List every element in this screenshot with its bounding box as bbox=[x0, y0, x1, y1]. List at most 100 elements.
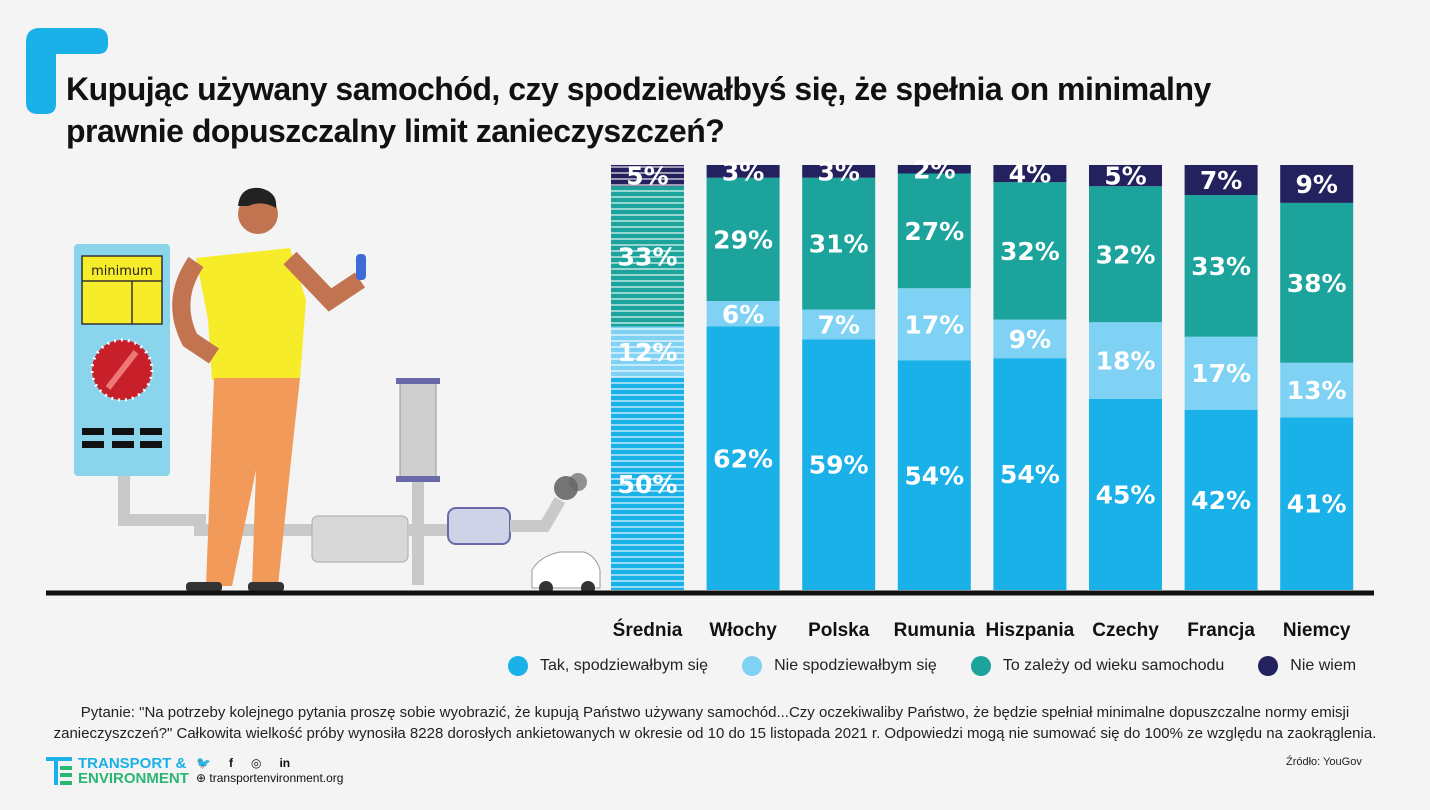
data-label: 3% bbox=[722, 157, 764, 186]
corner-accent bbox=[26, 28, 108, 114]
legend-label: To zależy od wieku samochodu bbox=[1002, 657, 1225, 674]
car-illustration bbox=[531, 551, 601, 595]
data-label: 41% bbox=[1287, 490, 1347, 519]
bar-segment bbox=[1089, 322, 1162, 399]
data-label: 54% bbox=[1000, 460, 1060, 489]
bar-segment bbox=[897, 360, 971, 590]
data-label: 5% bbox=[1104, 162, 1146, 191]
data-label: 33% bbox=[1191, 252, 1251, 281]
question-note: Pytanie: "Na potrzeby kolejnego pytania … bbox=[40, 702, 1390, 744]
bar-segment bbox=[1089, 398, 1162, 590]
data-label: 18% bbox=[1096, 347, 1156, 376]
category-label: Hiszpania bbox=[986, 620, 1075, 641]
emission-meter-illustration: minimum bbox=[74, 244, 320, 536]
bar-segment bbox=[1089, 165, 1162, 187]
bar-segment bbox=[993, 182, 1067, 320]
legend: Tak, spodziewałbym się Nie spodziewałbym… bbox=[508, 656, 1390, 676]
data-label: 29% bbox=[713, 225, 773, 254]
bar-segment-stripes bbox=[611, 165, 684, 187]
bar-segment bbox=[1280, 417, 1354, 590]
data-label: 50% bbox=[618, 470, 678, 499]
globe-icon: ⊕ bbox=[196, 771, 207, 785]
exhaust-pipe-illustration bbox=[311, 378, 587, 585]
data-label: 42% bbox=[1191, 486, 1251, 515]
bar-segment bbox=[897, 165, 971, 174]
logo-text: ENVIRONMENT bbox=[78, 770, 189, 787]
bar-segment-stripes bbox=[611, 186, 684, 327]
data-label: 6% bbox=[722, 300, 764, 329]
bar-segment bbox=[1184, 165, 1258, 196]
legend-item-zalezy: To zależy od wieku samochodu bbox=[970, 656, 1225, 676]
category-label: Czechy bbox=[1092, 620, 1159, 641]
legend-swatch bbox=[970, 656, 991, 676]
logo-text: TRANSPORT & bbox=[78, 755, 187, 772]
bar-segment bbox=[706, 165, 780, 178]
note-line: zanieczyszczeń?" Całkowita wielkość prób… bbox=[53, 725, 1377, 742]
legend-swatch bbox=[1258, 656, 1279, 676]
legend-item-tak: Tak, spodziewałbym się bbox=[508, 656, 708, 676]
legend-item-nie-wiem: Nie wiem bbox=[1258, 656, 1356, 676]
bar-segment-stripes bbox=[611, 326, 684, 378]
facebook-icon[interactable]: f bbox=[228, 756, 233, 770]
data-label: 2% bbox=[913, 155, 955, 184]
bar-segment bbox=[1089, 186, 1162, 323]
data-label: 27% bbox=[904, 217, 964, 246]
category-label: Rumunia bbox=[894, 620, 976, 641]
website-link[interactable]: ⊕ transportenvironment.org bbox=[196, 771, 343, 785]
bar-segment bbox=[802, 339, 876, 590]
twitter-icon[interactable]: 🐦 bbox=[196, 756, 211, 770]
bar-segment bbox=[1280, 165, 1354, 203]
data-label: 7% bbox=[817, 310, 859, 339]
data-label: 31% bbox=[809, 230, 869, 259]
te-logo: TRANSPORT & ENVIRONMENT bbox=[46, 756, 189, 786]
bar-segment-stripes bbox=[611, 377, 684, 590]
data-label: 38% bbox=[1287, 269, 1347, 298]
category-label: Włochy bbox=[709, 620, 777, 641]
data-label: 59% bbox=[809, 451, 869, 480]
category-label: Średnia bbox=[613, 619, 683, 641]
legend-item-nie: Nie spodziewałbym się bbox=[742, 656, 937, 676]
data-label: 17% bbox=[1191, 359, 1251, 388]
bar-segment bbox=[706, 177, 780, 301]
note-line: Pytanie: "Na potrzeby kolejnego pytania … bbox=[80, 704, 1350, 721]
legend-label: Nie wiem bbox=[1290, 657, 1357, 674]
legend-swatch bbox=[508, 656, 528, 676]
bar-segment bbox=[802, 177, 876, 310]
instagram-icon[interactable]: ◎ bbox=[250, 756, 262, 770]
linkedin-icon[interactable]: in bbox=[279, 756, 291, 770]
bar-segment bbox=[802, 165, 876, 178]
bar-segment bbox=[1184, 195, 1258, 337]
legend-swatch bbox=[742, 656, 763, 676]
website-text[interactable]: transportenvironment.org bbox=[209, 771, 344, 785]
bar-segment bbox=[706, 326, 780, 590]
data-label: 9% bbox=[1295, 170, 1337, 199]
data-label: 5% bbox=[626, 162, 668, 191]
data-label: 45% bbox=[1096, 480, 1156, 509]
bar-segment bbox=[802, 309, 876, 340]
bar-segment bbox=[993, 165, 1067, 183]
source: Źródło: YouGov bbox=[1286, 756, 1362, 768]
bar-segment bbox=[993, 358, 1067, 590]
data-label: 32% bbox=[1000, 237, 1060, 266]
data-label: 3% bbox=[817, 157, 859, 186]
data-label: 62% bbox=[713, 444, 773, 473]
data-label: 54% bbox=[904, 461, 964, 490]
data-label: 13% bbox=[1287, 376, 1347, 405]
chart-title: Kupując używany samochód, czy spodziewał… bbox=[66, 71, 1211, 149]
data-label: 32% bbox=[1096, 240, 1156, 269]
illustration: minimum bbox=[74, 187, 601, 595]
data-label: 7% bbox=[1200, 166, 1242, 195]
legend-label: Nie spodziewałbym się bbox=[774, 657, 937, 674]
te-logo-icon bbox=[46, 757, 72, 785]
category-label: Polska bbox=[808, 620, 870, 641]
category-label: Francja bbox=[1187, 620, 1255, 641]
bar-segment bbox=[1280, 202, 1354, 363]
bar-segment bbox=[1280, 362, 1354, 418]
person-illustration bbox=[172, 187, 366, 592]
bar-segment bbox=[706, 301, 780, 327]
bar-segment bbox=[1184, 409, 1258, 590]
bar-segment bbox=[897, 288, 971, 361]
bar-segment bbox=[993, 319, 1067, 359]
social-links: 🐦 f ◎ in bbox=[196, 756, 290, 770]
